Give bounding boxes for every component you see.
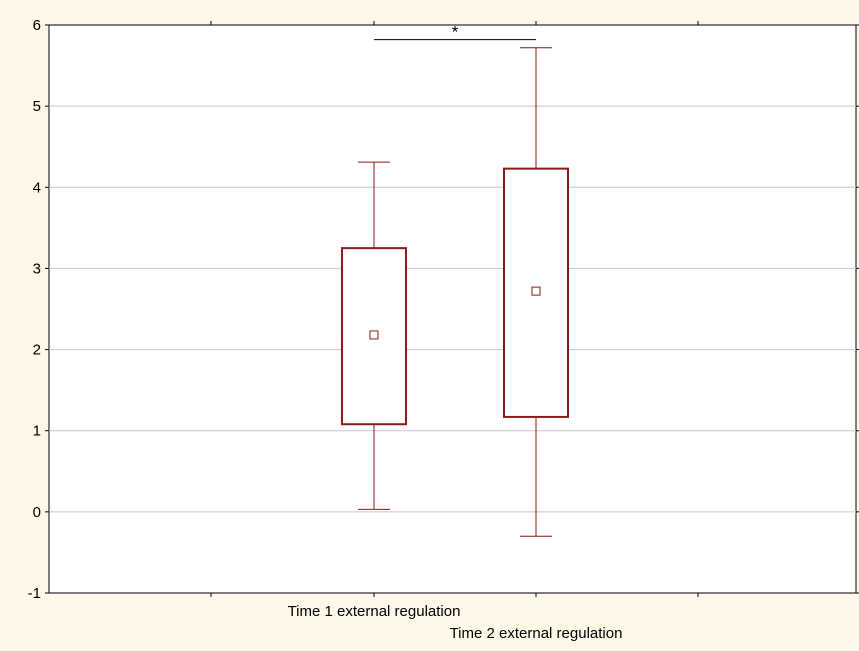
- significance-star: *: [452, 23, 459, 42]
- x-ticks: [210, 21, 699, 597]
- y-axis: -1 0 1 2 3 4 5 6: [28, 17, 859, 602]
- center-marker: [369, 330, 379, 340]
- x-category-label: Time 1 external regulation: [288, 603, 461, 620]
- y-tick-label: 2: [33, 342, 41, 359]
- x-category-label: Time 2 external regulation: [450, 625, 623, 642]
- plot-area: [48, 24, 857, 594]
- x-axis-labels: Time 1 external regulation Time 2 externa…: [288, 603, 623, 642]
- y-tick-label: 6: [33, 17, 41, 34]
- y-tick-label: 1: [33, 423, 41, 440]
- grid-lines: [49, 105, 856, 513]
- box-2: [503, 47, 569, 537]
- y-tick-label: 4: [33, 179, 41, 196]
- annotations: *: [374, 23, 536, 42]
- y-tick-label: 3: [33, 260, 41, 277]
- box-1: [341, 161, 407, 510]
- boxes: [341, 47, 569, 537]
- y-tick-label: 0: [33, 504, 41, 521]
- center-marker: [531, 286, 541, 296]
- y-tick-label: 5: [33, 98, 41, 115]
- y-tick-label: -1: [28, 585, 41, 602]
